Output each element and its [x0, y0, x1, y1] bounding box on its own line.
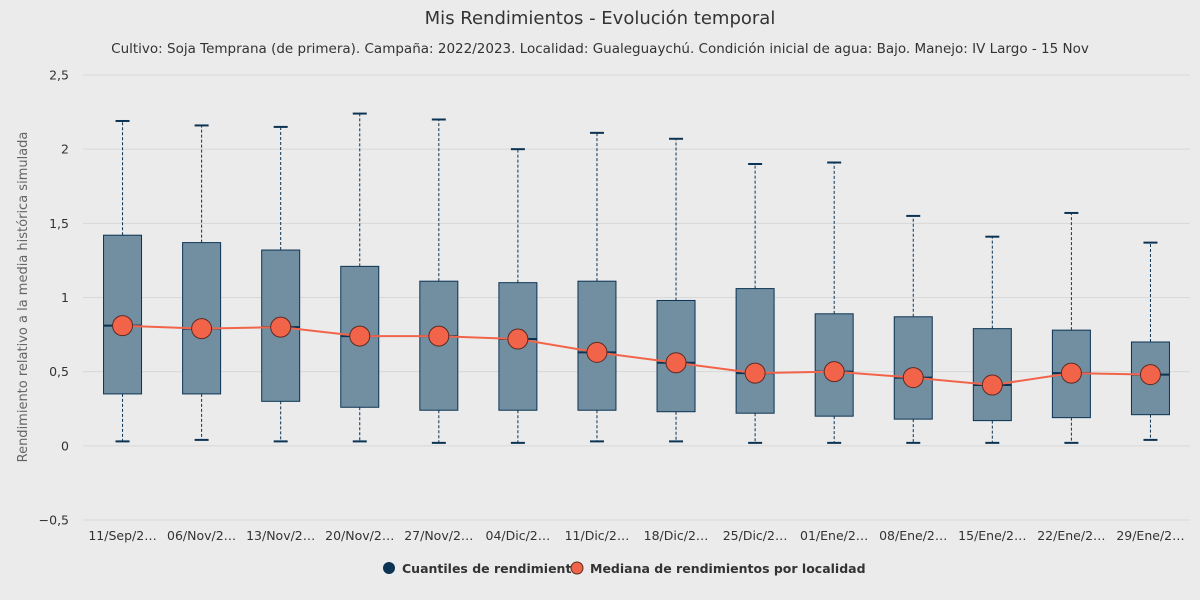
box-8	[656, 137, 696, 443]
box-1	[103, 119, 143, 443]
median-point	[349, 325, 371, 347]
median-point	[744, 362, 766, 384]
median-point	[823, 361, 845, 383]
box-14	[1130, 241, 1170, 441]
box-series	[103, 112, 1170, 444]
legend-item-quantiles[interactable]: Cuantiles de rendimiento	[383, 561, 580, 576]
box-4	[340, 112, 380, 443]
median-point	[191, 318, 213, 340]
box-7	[577, 131, 617, 443]
x-tick-label: 15/Ene/2…	[958, 528, 1026, 543]
x-tick-label: 20/Nov/2…	[325, 528, 394, 543]
y-tick-label: 0,5	[49, 364, 69, 379]
box-body	[735, 288, 775, 414]
legend-item-median[interactable]: Mediana de rendimientos por localidad	[570, 561, 866, 576]
y-tick-label: 2,5	[49, 68, 69, 83]
y-axis-label: Rendimiento relativo a la media históric…	[16, 132, 31, 463]
y-tick-label: −0,5	[39, 513, 69, 528]
box-5	[419, 118, 459, 444]
median-line-series	[112, 315, 1161, 396]
x-axis-ticks: 11/Sep/2… 06/Nov/2… 13/Nov/2… 20/Nov/2… 27/N…	[88, 528, 1184, 543]
x-tick-label: 29/Ene/2…	[1116, 528, 1184, 543]
legend: Cuantiles de rendimiento Mediana de rend…	[383, 561, 866, 576]
box-6	[498, 148, 538, 444]
x-tick-label: 25/Dic/2…	[723, 528, 788, 543]
median-point	[1139, 364, 1161, 386]
y-tick-label: 1	[61, 290, 69, 305]
x-tick-label: 22/Ene/2…	[1037, 528, 1105, 543]
x-tick-label: 13/Nov/2…	[246, 528, 315, 543]
legend-marker-median	[570, 561, 584, 575]
median-point	[586, 341, 608, 363]
box-body	[419, 280, 459, 411]
x-tick-label: 11/Sep/2…	[88, 528, 156, 543]
y-tick-label: 1,5	[49, 216, 69, 231]
median-point	[428, 325, 450, 347]
box-3	[261, 125, 301, 443]
median-point	[507, 328, 529, 350]
x-tick-label: 11/Dic/2…	[565, 528, 630, 543]
legend-marker-quantiles	[383, 562, 395, 574]
median-point	[270, 316, 292, 338]
x-tick-label: 08/Ene/2…	[879, 528, 947, 543]
x-tick-label: 06/Nov/2…	[167, 528, 236, 543]
box-9	[735, 163, 775, 444]
box-11	[893, 214, 933, 444]
x-tick-label: 18/Dic/2…	[644, 528, 709, 543]
box-13	[1051, 211, 1091, 444]
chart-subtitle: Cultivo: Soja Temprana (de primera). Cam…	[111, 41, 1089, 57]
grid-lines	[83, 74, 1190, 521]
y-axis-ticks: −0,5 0 0,5 1 1,5 2 2,5	[39, 68, 69, 528]
median-point	[981, 374, 1003, 396]
chart-title: Mis Rendimientos - Evolución temporal	[425, 8, 776, 29]
median-line	[122, 324, 1151, 387]
box-body	[103, 234, 143, 395]
x-tick-label: 04/Dic/2…	[486, 528, 551, 543]
box-10	[814, 161, 854, 444]
legend-label-quantiles: Cuantiles de rendimiento	[402, 561, 580, 576]
median-point	[665, 352, 687, 374]
x-tick-label: 27/Nov/2…	[404, 528, 473, 543]
median-point	[112, 315, 134, 337]
median-point	[1060, 362, 1082, 384]
legend-label-median: Mediana de rendimientos por localidad	[590, 561, 866, 576]
box-2	[182, 124, 222, 441]
box-12	[972, 235, 1012, 444]
y-tick-label: 2	[61, 142, 69, 157]
median-point	[902, 367, 924, 389]
x-tick-label: 01/Ene/2…	[800, 528, 868, 543]
y-tick-label: 0	[61, 438, 69, 453]
